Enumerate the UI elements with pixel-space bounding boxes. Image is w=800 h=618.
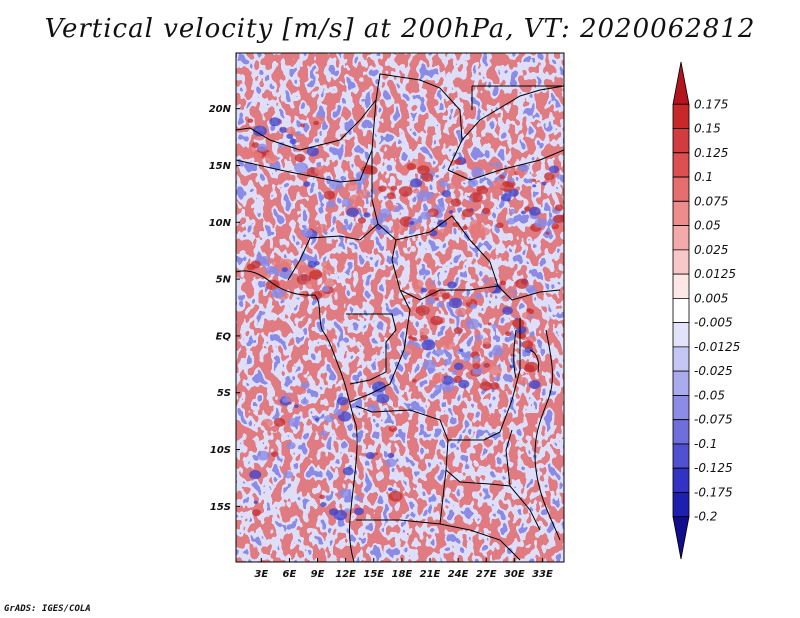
colorbar-label: -0.1: [694, 437, 717, 451]
colorbar-label: 0.005: [694, 291, 728, 305]
colorbar-label: -0.2: [694, 510, 717, 524]
x-tick-label: 6E: [283, 569, 297, 580]
colorbar-label: -0.05: [694, 388, 725, 402]
colorbar-label: 0.175: [694, 97, 728, 111]
colorbar-label: 0.025: [694, 243, 728, 257]
x-tick-label: 12E: [335, 569, 356, 580]
colorbar-swatch: [672, 443, 690, 469]
colorbar-swatch: [672, 273, 690, 299]
x-tick-label: 21E: [420, 569, 441, 580]
x-tick-label: 33E: [532, 569, 553, 580]
y-tick-label: 5S: [217, 388, 231, 399]
colorbar-swatch: [672, 395, 690, 421]
colorbar-swatch: [672, 200, 690, 226]
colorbar-label: -0.075: [694, 413, 733, 427]
x-tick-label: 9E: [311, 569, 325, 580]
x-tick-label: 30E: [504, 569, 525, 580]
colorbar-swatch: [672, 297, 690, 324]
y-tick-label: 15N: [209, 161, 232, 172]
colorbar-swatch: [672, 249, 690, 275]
grads-credit: GrADS: IGES/COLA: [4, 604, 91, 614]
y-tick-label: EQ: [216, 331, 232, 342]
colorbar-swatch: [672, 370, 690, 396]
y-tick-label: 20N: [209, 104, 232, 115]
colorbar-label: 0.05: [694, 219, 721, 233]
colorbar-label: 0.1: [694, 170, 713, 184]
y-tick-label: 10S: [210, 445, 231, 456]
x-axis: 3E 6E 9E 12E 15E 18E 21E 24E 27E 30E 33E: [254, 558, 553, 580]
colorbar-swatch: [672, 346, 690, 372]
x-tick-label: 18E: [391, 569, 412, 580]
colorbar-label: 0.125: [694, 146, 728, 160]
x-tick-label: 24E: [448, 569, 469, 580]
colorbar-swatch: [672, 419, 690, 445]
colorbar-swatch: [672, 61, 690, 105]
chart-title: Vertical velocity [m/s] at 200hPa, VT: 2…: [44, 14, 756, 44]
velocity-field: [236, 53, 564, 562]
colorbar: 0.175 0.15 0.125 0.1 0.075 0.05 0.025 0.0125 0.0…: [672, 61, 740, 560]
x-tick-label: 15E: [363, 569, 384, 580]
x-tick-label: 3E: [254, 569, 268, 580]
y-tick-label: 10N: [209, 218, 232, 229]
y-tick-label: 5N: [216, 275, 232, 286]
colorbar-label: -0.175: [694, 485, 733, 499]
colorbar-swatch: [672, 103, 690, 129]
colorbar-swatch: [672, 225, 690, 251]
colorbar-swatch: [672, 492, 690, 518]
colorbar-label: 0.075: [694, 194, 728, 208]
colorbar-label: -0.0125: [694, 340, 740, 354]
map-frame: [235, 52, 565, 563]
colorbar-swatch: [672, 152, 690, 178]
colorbar-label: 0.15: [694, 122, 721, 136]
colorbar-label: 0.0125: [694, 267, 736, 281]
colorbar-swatch: [672, 322, 690, 348]
y-tick-label: 15S: [210, 502, 231, 513]
colorbar-label: -0.125: [694, 461, 733, 475]
colorbar-label: -0.005: [694, 316, 733, 330]
coastlines-borders: [236, 62, 564, 562]
colorbar-swatch: [672, 176, 690, 202]
x-tick-label: 27E: [476, 569, 497, 580]
y-axis: 20N 15N 10N 5N EQ 5S 10S 15S: [209, 104, 240, 513]
colorbar-swatch: [672, 516, 690, 560]
colorbar-label: -0.025: [694, 364, 733, 378]
colorbar-swatch: [672, 128, 690, 154]
colorbar-swatch: [672, 467, 690, 493]
